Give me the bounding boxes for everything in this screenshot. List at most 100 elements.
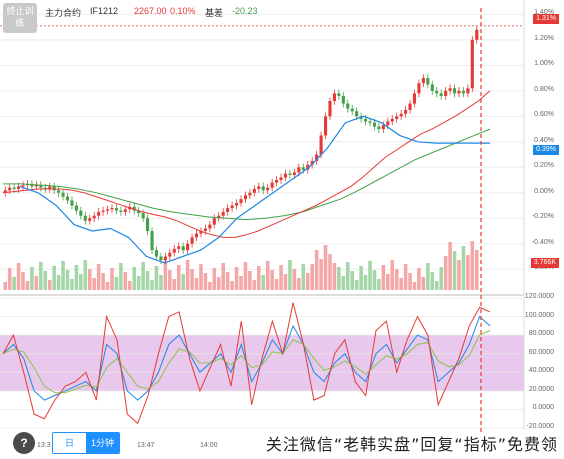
volume-bar [332, 263, 337, 290]
candle-body [239, 199, 243, 203]
candle-body [439, 93, 443, 96]
candle-body [337, 93, 341, 96]
candle-body [3, 190, 7, 193]
indicator-tick-label: 20.0000 [528, 385, 554, 393]
candle-body [310, 160, 314, 165]
tab-1min[interactable]: 1分钟 [86, 433, 119, 453]
candle-body [390, 118, 394, 122]
volume-bar [239, 276, 243, 290]
candle-body [208, 224, 212, 229]
candle-body [470, 39, 474, 89]
volume-bar [439, 267, 443, 290]
volume-bar [430, 272, 435, 290]
candle-body [386, 121, 390, 126]
volume-bar [132, 267, 137, 290]
volume-bar [141, 262, 145, 290]
candle-body [368, 121, 372, 123]
candle-body [315, 154, 319, 161]
candle-body [399, 113, 403, 117]
candle-body [114, 208, 118, 211]
volume-bar [194, 278, 199, 290]
candle-body [266, 187, 270, 191]
price-tick-label: 1.20% [534, 34, 554, 42]
candle-body [350, 108, 354, 112]
candle-body [212, 218, 216, 225]
volume-bar [368, 261, 372, 290]
candle-body [8, 187, 12, 191]
candle-body [137, 210, 141, 214]
volume-bars [3, 241, 479, 290]
candle-body [110, 208, 114, 210]
volume-bar [154, 266, 159, 290]
volume-bar [25, 281, 30, 290]
help-icon[interactable]: ? [13, 432, 35, 454]
volume-bar [43, 271, 48, 290]
volume-bar [252, 280, 257, 290]
contract-code: IF1212 [90, 6, 119, 16]
volume-bar [190, 269, 194, 290]
candle-body [119, 210, 123, 212]
volume-bar [92, 278, 96, 290]
volume-bar [417, 268, 421, 290]
candle-body [92, 215, 96, 219]
volume-bar [248, 271, 252, 290]
candle-body [181, 246, 185, 251]
volume-bar [265, 261, 270, 290]
candle-body [101, 210, 105, 212]
volume-bar [359, 266, 363, 290]
volume-bar [216, 277, 221, 290]
volume-bar [185, 260, 190, 290]
tab-day[interactable]: 日 [53, 433, 86, 453]
candle-body [328, 101, 332, 117]
volume-bar [257, 266, 261, 290]
candle-body [346, 103, 350, 109]
candle-body [74, 205, 78, 211]
volume-bar [337, 267, 341, 290]
candle-body [88, 218, 92, 221]
volume-bar [354, 280, 359, 290]
volume-bar [225, 272, 230, 290]
candle-body [332, 93, 336, 102]
candle-body [97, 211, 101, 216]
volume-bar [408, 273, 412, 290]
candle-body [30, 183, 34, 187]
candle-body [279, 177, 283, 181]
volume-bar [292, 269, 297, 290]
candle-body [190, 237, 194, 244]
volume-bar [16, 263, 21, 290]
candle-body [172, 248, 176, 253]
candle-body [146, 218, 150, 232]
volume-bar [230, 281, 234, 290]
volume-bar [105, 282, 110, 290]
candle-body [48, 186, 52, 189]
candle-body [83, 215, 87, 221]
indicator-tick-label: 80.0000 [528, 330, 554, 338]
volume-bar [350, 271, 354, 290]
candle-body [21, 185, 25, 187]
volume-bar [341, 276, 346, 290]
candle-body [186, 243, 190, 251]
volume-flag: 3.766K [530, 258, 559, 268]
volume-bar [283, 274, 288, 290]
candle-body [57, 190, 61, 193]
volume-bar [394, 269, 399, 290]
ma-green-line [3, 128, 491, 221]
stop-training-button[interactable]: 终止训练 [3, 3, 37, 33]
contract-price: 2267.00 [134, 6, 167, 16]
candle-body [154, 250, 159, 257]
volume-bar [110, 268, 114, 290]
candle-body [306, 164, 310, 170]
volume-bar [172, 279, 177, 290]
volume-bar [74, 265, 79, 290]
indicator-grid [0, 297, 524, 429]
candle-body [283, 173, 288, 178]
indicator-tick-label: 100.0000 [524, 311, 554, 319]
volume-bar [474, 250, 479, 290]
time-tick: 13:47 [137, 442, 155, 449]
volume-bar [208, 282, 212, 290]
candle-body [461, 90, 465, 94]
candle-body [355, 111, 359, 117]
candle-body [457, 90, 461, 94]
candle-body [221, 211, 225, 216]
